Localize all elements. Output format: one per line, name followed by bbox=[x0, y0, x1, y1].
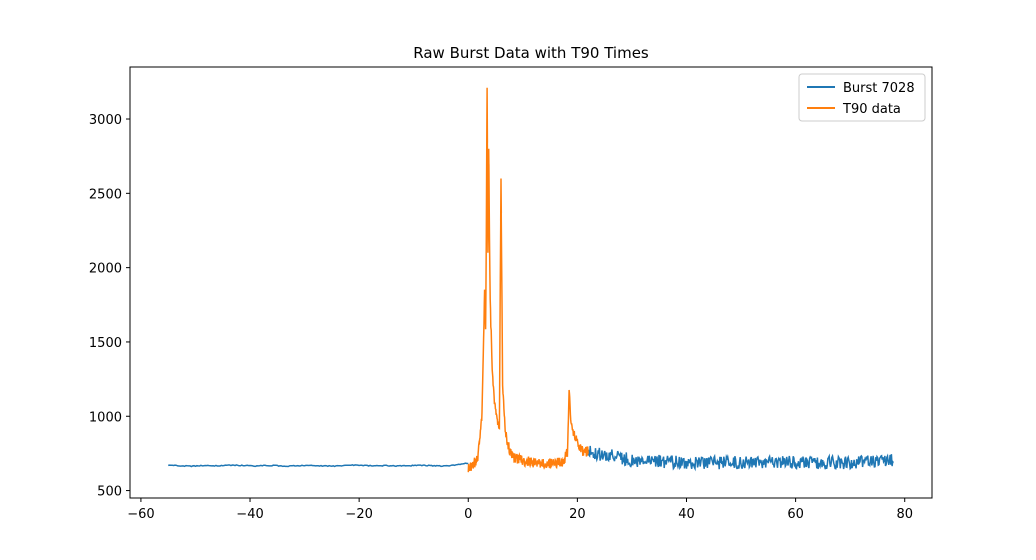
x-tick-label: 60 bbox=[787, 507, 804, 522]
legend: Burst 7028 T90 data bbox=[798, 73, 926, 122]
y-tick-label: 1000 bbox=[89, 410, 122, 425]
x-tick-label: 40 bbox=[678, 507, 695, 522]
legend-label: Burst 7028 bbox=[843, 81, 915, 96]
y-tick-label: 1500 bbox=[89, 336, 122, 351]
y-tick-label: 3000 bbox=[89, 113, 122, 128]
x-axis-ticks: −60 −40 −20 0 20 40 60 80 bbox=[127, 498, 913, 522]
series-layer bbox=[168, 87, 895, 473]
plot-area-frame bbox=[129, 66, 933, 499]
x-tick-label: −20 bbox=[345, 507, 372, 522]
series-t90-data bbox=[467, 87, 589, 473]
x-tick-label: 20 bbox=[569, 507, 586, 522]
y-tick-label: 500 bbox=[97, 485, 122, 500]
x-tick-label: −60 bbox=[127, 507, 154, 522]
x-tick-label: −40 bbox=[236, 507, 263, 522]
legend-box bbox=[798, 73, 926, 122]
x-tick-label: 0 bbox=[464, 507, 472, 522]
series-burst-7028-pre bbox=[168, 462, 469, 468]
y-axis-ticks: 500 1000 1500 2000 2500 3000 bbox=[89, 113, 130, 500]
y-tick-label: 2500 bbox=[89, 187, 122, 202]
series-burst-7028-post bbox=[587, 445, 895, 472]
legend-label: T90 data bbox=[842, 102, 901, 117]
y-tick-label: 2000 bbox=[89, 262, 122, 277]
chart-title: Raw Burst Data with T90 Times bbox=[413, 44, 649, 62]
x-tick-label: 80 bbox=[896, 507, 913, 522]
